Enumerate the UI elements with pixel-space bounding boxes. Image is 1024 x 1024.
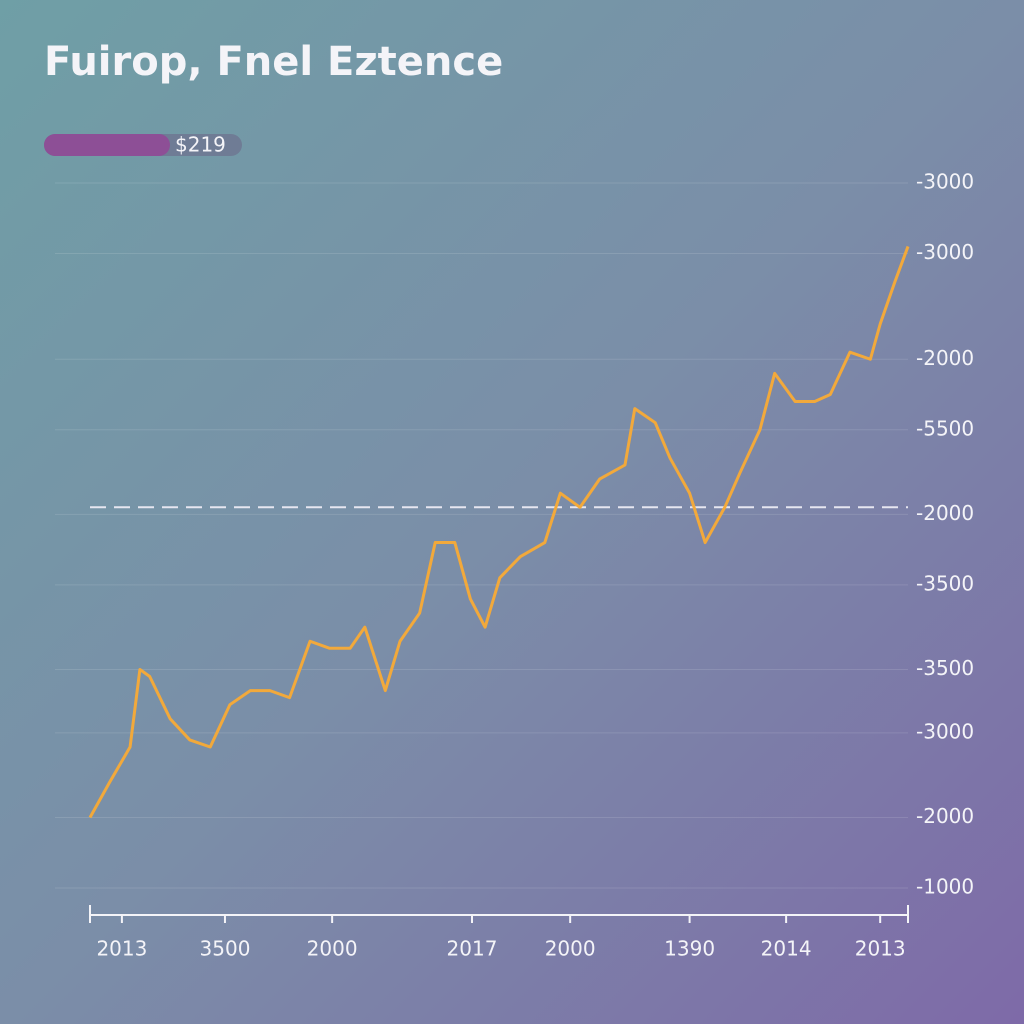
y-tick-label: -3000 xyxy=(916,719,974,743)
y-tick-label: -3500 xyxy=(916,571,974,595)
x-tick-label: 2014 xyxy=(761,937,812,961)
y-tick-label: -5500 xyxy=(916,416,974,440)
y-tick-label: -3000 xyxy=(916,240,974,264)
line xyxy=(88,245,910,819)
y-tick-label: -2000 xyxy=(916,501,974,525)
x-tick-label: 2000 xyxy=(545,937,596,961)
x-tick-label: 2017 xyxy=(447,937,498,961)
x-tick-label: 2000 xyxy=(307,937,358,961)
y-tick-label: -3000 xyxy=(916,170,974,194)
x-tick-label: 3500 xyxy=(200,937,251,961)
y-tick-label: -2000 xyxy=(916,804,974,828)
x-tick-label: 2013 xyxy=(855,937,906,961)
x-tick-label: 1390 xyxy=(664,937,715,961)
y-tick-label: -2000 xyxy=(916,346,974,370)
y-tick-label: -1000 xyxy=(916,875,974,899)
badge-fill xyxy=(44,134,170,156)
badge-label: $219 xyxy=(175,133,226,157)
y-tick-label: -3500 xyxy=(916,656,974,680)
x-tick-label: 2013 xyxy=(96,937,147,961)
chart-title: Fuirop, Fnel Eztence xyxy=(44,39,503,85)
